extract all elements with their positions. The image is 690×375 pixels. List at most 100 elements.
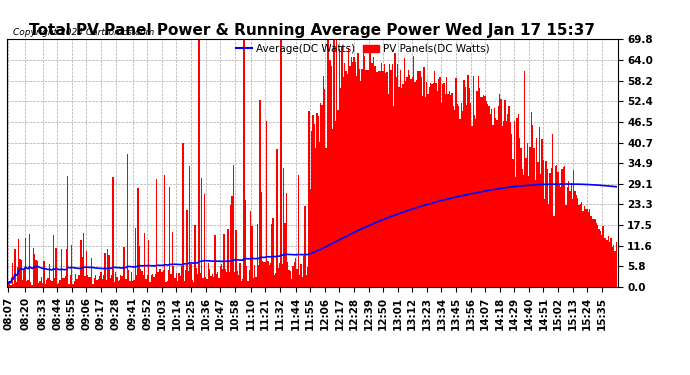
Bar [88, 277, 90, 287]
Bar [119, 280, 120, 287]
Bar [8, 283, 9, 287]
Bar [81, 257, 83, 287]
Bar [259, 100, 261, 287]
Bar [17, 267, 18, 287]
Bar [486, 102, 487, 287]
Bar [63, 278, 65, 287]
Bar [261, 192, 262, 287]
Bar [126, 279, 127, 287]
Bar [546, 169, 548, 287]
Bar [58, 284, 59, 287]
Bar [192, 280, 193, 287]
Bar [573, 170, 575, 287]
Bar [214, 235, 215, 287]
Bar [421, 77, 422, 287]
Bar [143, 275, 144, 287]
Bar [231, 196, 233, 287]
Bar [253, 278, 254, 287]
Bar [536, 138, 538, 287]
Bar [605, 238, 607, 287]
Bar [357, 53, 359, 287]
Bar [267, 261, 268, 287]
Bar [101, 279, 103, 287]
Bar [337, 110, 339, 287]
Bar [582, 211, 584, 287]
Bar [221, 264, 222, 287]
Bar [406, 76, 408, 287]
Bar [424, 67, 425, 287]
Bar [328, 39, 329, 287]
Bar [38, 283, 39, 287]
Bar [496, 120, 497, 287]
Bar [359, 69, 360, 287]
Bar [68, 284, 70, 287]
Bar [10, 285, 12, 287]
Bar [326, 148, 327, 287]
Bar [451, 93, 453, 287]
Bar [470, 103, 471, 287]
Bar [601, 235, 602, 287]
Legend: Average(DC Watts), PV Panels(DC Watts): Average(DC Watts), PV Panels(DC Watts) [232, 40, 494, 58]
Bar [116, 278, 117, 287]
Bar [331, 66, 332, 287]
Bar [324, 89, 326, 287]
Bar [518, 114, 519, 287]
Bar [571, 183, 572, 287]
Bar [335, 122, 336, 287]
Bar [108, 255, 110, 287]
Bar [149, 282, 150, 287]
Bar [408, 70, 409, 287]
Bar [115, 272, 116, 287]
Bar [146, 279, 147, 287]
Bar [121, 276, 123, 287]
Bar [561, 169, 562, 287]
Bar [312, 115, 313, 287]
Bar [475, 118, 477, 287]
Bar [202, 278, 204, 287]
Bar [296, 270, 297, 287]
Bar [441, 103, 442, 287]
Bar [75, 274, 77, 287]
Bar [250, 211, 251, 287]
Bar [588, 211, 589, 287]
Bar [196, 268, 197, 287]
Bar [504, 100, 506, 287]
Bar [404, 58, 405, 287]
Bar [286, 193, 287, 287]
Bar [497, 106, 499, 287]
Bar [342, 46, 343, 287]
Bar [393, 105, 395, 287]
Bar [319, 142, 320, 287]
Bar [369, 45, 371, 287]
Bar [77, 279, 78, 287]
Bar [568, 181, 569, 287]
Bar [389, 64, 391, 287]
Bar [494, 108, 495, 287]
Bar [299, 275, 300, 287]
Bar [22, 280, 23, 287]
Bar [430, 83, 431, 287]
Bar [411, 77, 413, 287]
Bar [543, 160, 544, 287]
Bar [160, 269, 161, 287]
Bar [581, 202, 582, 287]
Bar [353, 57, 355, 287]
Bar [322, 105, 323, 287]
Bar [483, 94, 484, 287]
Bar [264, 262, 266, 287]
Bar [425, 97, 426, 287]
Bar [447, 94, 448, 287]
Bar [62, 278, 63, 287]
Bar [392, 64, 393, 287]
Bar [466, 105, 467, 287]
Bar [343, 77, 344, 287]
Bar [159, 269, 160, 287]
Bar [295, 258, 296, 287]
Text: Copyright 2024 Cartronics.com: Copyright 2024 Cartronics.com [13, 28, 155, 37]
Bar [51, 281, 52, 287]
Bar [304, 207, 306, 287]
Bar [491, 109, 493, 287]
Bar [336, 39, 337, 287]
Bar [332, 129, 333, 287]
Bar [230, 205, 231, 287]
